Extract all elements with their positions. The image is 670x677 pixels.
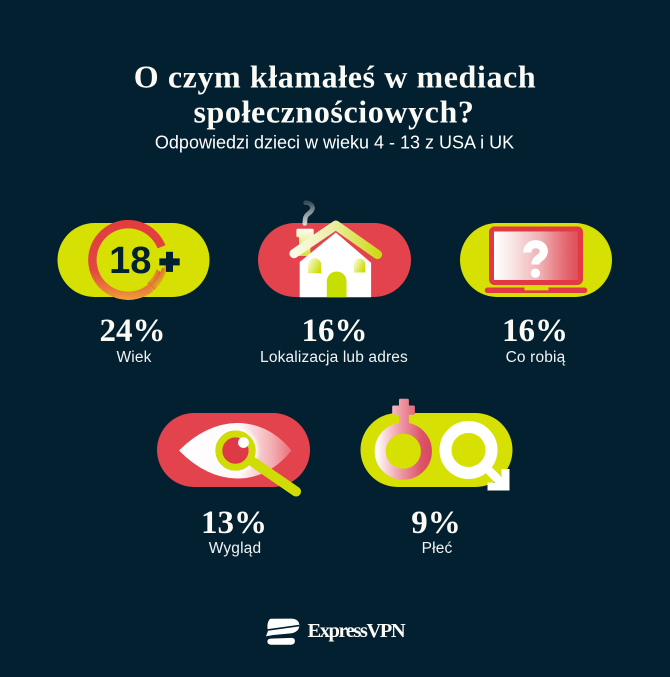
svg-text:16%: 16% bbox=[302, 313, 368, 349]
svg-text:ExpressVPN: ExpressVPN bbox=[308, 620, 406, 642]
svg-text:Lokalizacja lub adres: Lokalizacja lub adres bbox=[260, 349, 408, 366]
svg-text:Odpowiedzi dzieci w wieku 4 -: Odpowiedzi dzieci w wieku 4 - 13 z USA i… bbox=[155, 132, 514, 152]
svg-text:18: 18 bbox=[109, 240, 151, 282]
svg-text:społecznościowych?: społecznościowych? bbox=[193, 93, 474, 129]
svg-text:Co robią: Co robią bbox=[506, 349, 566, 366]
svg-text:9%: 9% bbox=[411, 505, 461, 541]
svg-text:Wiek: Wiek bbox=[116, 349, 151, 366]
svg-text:16%: 16% bbox=[502, 313, 568, 349]
svg-text:Płeć: Płeć bbox=[422, 540, 453, 557]
svg-text:O czym kłamałeś w mediach: O czym kłamałeś w mediach bbox=[134, 58, 537, 94]
svg-text:24%: 24% bbox=[100, 313, 166, 349]
svg-text:Wygląd: Wygląd bbox=[209, 540, 261, 557]
svg-text:13%: 13% bbox=[201, 505, 267, 541]
